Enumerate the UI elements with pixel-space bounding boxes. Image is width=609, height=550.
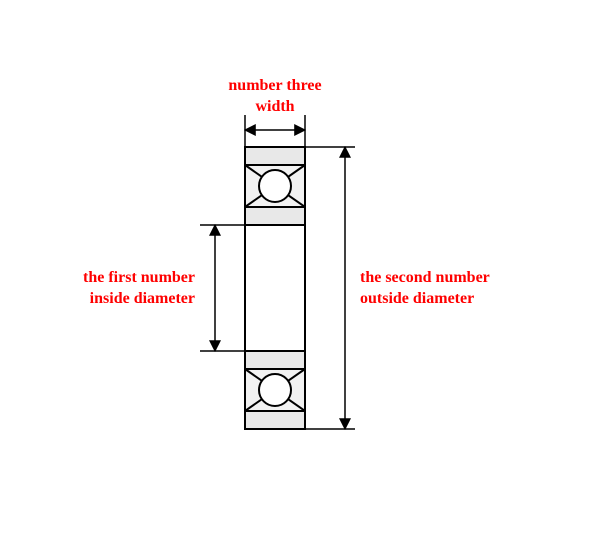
width-label: number three width xyxy=(185,76,365,118)
width-label-line1: number three xyxy=(228,77,321,94)
inside-diameter-label: the first number inside diameter xyxy=(50,268,195,310)
outside-diameter-label: the second number outside diameter xyxy=(360,268,540,310)
inside-label-line1: the first number xyxy=(83,269,195,286)
width-label-line2: width xyxy=(255,98,294,115)
inside-label-line2: inside diameter xyxy=(90,290,195,307)
outside-label-line1: the second number xyxy=(360,269,490,286)
outside-label-line2: outside diameter xyxy=(360,290,474,307)
